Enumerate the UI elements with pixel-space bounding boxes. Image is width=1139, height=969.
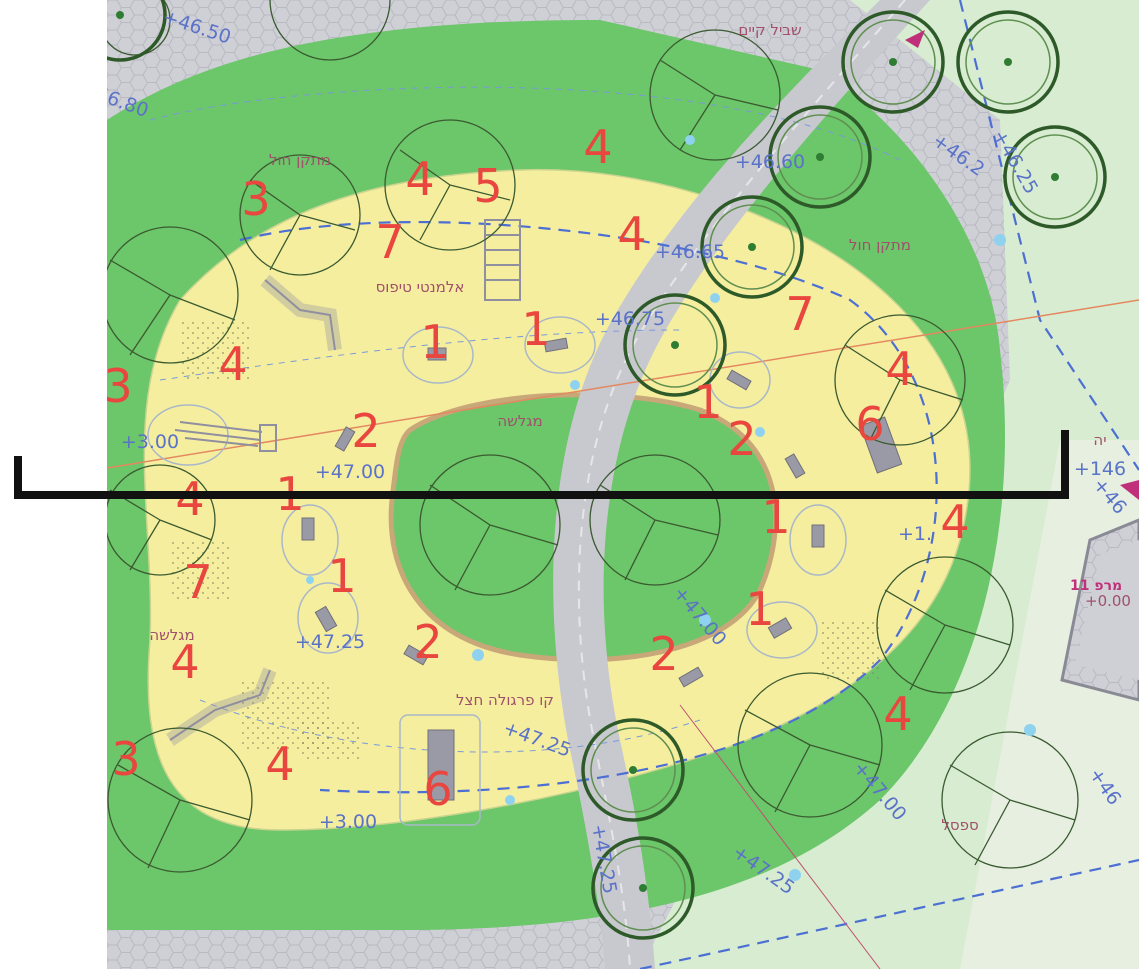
zone-number-label: 3 [241, 172, 270, 226]
zone-number-label: 3 [111, 732, 140, 786]
zone-number-label: 1 [327, 549, 356, 603]
zone-number-label: 7 [183, 555, 212, 609]
slide-elements [166, 219, 521, 746]
zone-number-label: 4 [265, 737, 294, 791]
zone-number-label: 4 [885, 342, 914, 396]
irrigation-points [306, 135, 1036, 881]
zone-number-label: 7 [785, 287, 814, 341]
zone-number-label: 4 [617, 207, 646, 261]
zone-number-label: 1 [521, 302, 550, 356]
zone-numbers: 434574734114212641147114224346 [103, 120, 969, 816]
hebrew-annotation: יה [1093, 431, 1106, 449]
legend-mark-text: מרפ 11 [1070, 578, 1122, 594]
equipment-outlines [147, 316, 847, 826]
elevation-label: +3.00 [319, 811, 377, 833]
elevation-label: +47.00 [315, 461, 385, 483]
zone-number-label: 6 [855, 397, 884, 451]
existing-tree-symbols [73, 0, 1107, 940]
hebrew-annotation: מגלשה [497, 412, 542, 430]
zone-number-label: 2 [351, 404, 380, 458]
elevation-label: +3.00 [121, 431, 179, 453]
elevation-label: +46.75 [595, 308, 665, 330]
zone-number-label: 1 [693, 375, 722, 429]
hebrew-annotation: מגלשה [149, 626, 194, 644]
gravel-patches [170, 320, 880, 760]
hebrew-annotation: קו פרגולה חצל [456, 691, 554, 709]
hebrew-labels: אלמנטי טיפוס מתקן חול מתקן חול מגלשה מגלשה קו… [149, 21, 1106, 834]
zone-number-label: 1 [745, 582, 774, 636]
zone-number-label: 1 [420, 315, 449, 369]
hebrew-annotation: אלמנטי טיפוס [376, 278, 465, 296]
zone-number-label: 4 [218, 337, 247, 391]
zone-number-label: 2 [413, 615, 442, 669]
zone-number-label: 3 [103, 359, 132, 413]
hebrew-annotation: ספסל [941, 816, 978, 834]
zone-number-label: 4 [883, 687, 912, 741]
elevation-label: +46.60 [735, 151, 805, 173]
walkway [553, 0, 930, 969]
zone-number-label: 4 [405, 152, 434, 206]
zone-number-label: 4 [583, 120, 612, 174]
hebrew-annotation: מתקן חול [849, 236, 911, 254]
elevation-label: +46.65 [655, 241, 725, 263]
elevation-label: +47.25 [295, 631, 365, 653]
zone-number-label: 4 [940, 495, 969, 549]
elevation-label: +146 [1074, 458, 1126, 480]
zone-number-label: 5 [473, 159, 502, 213]
hebrew-annotation: שביל קיים [738, 21, 801, 39]
bench-marks [301, 337, 903, 801]
hebrew-annotation: מתקן חול [269, 151, 331, 169]
zone-number-label: 7 [375, 215, 404, 269]
building-outline [905, 30, 1139, 702]
zone-number-label: 2 [727, 412, 756, 466]
zone-number-label: 4 [170, 635, 199, 689]
zone-number-label: 2 [649, 627, 678, 681]
zone-number-label: 6 [423, 762, 452, 816]
elevation-label: +1. [898, 523, 932, 545]
legend-mark-sub: +0.00 [1085, 592, 1131, 610]
